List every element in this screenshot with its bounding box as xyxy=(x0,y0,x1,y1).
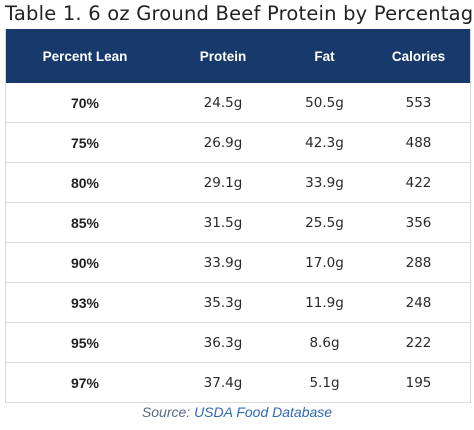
cell-protein: 31.5g xyxy=(203,214,243,231)
cell-fat: 5.1g xyxy=(309,374,340,391)
cell-protein: 24.5g xyxy=(203,94,243,111)
table-row: 95% 36.3g 8.6g 222 xyxy=(6,323,470,363)
cell-percent-lean: 95% xyxy=(70,334,100,351)
cell-protein: 37.4g xyxy=(203,374,243,391)
header-fat: Fat xyxy=(314,48,335,64)
source-prefix: Source: xyxy=(141,404,195,420)
source-link[interactable]: USDA Food Database xyxy=(194,404,333,420)
cell-calories: 248 xyxy=(405,294,432,311)
cell-calories: 422 xyxy=(405,174,432,191)
table-row: 93% 35.3g 11.9g 248 xyxy=(6,283,470,323)
cell-percent-lean: 97% xyxy=(70,374,100,391)
cell-protein: 26.9g xyxy=(203,134,243,151)
cell-percent-lean: 93% xyxy=(70,294,100,311)
table-title: Table 1. 6 oz Ground Beef Protein by Per… xyxy=(5,2,474,25)
header-percent-lean: Percent Lean xyxy=(42,48,128,64)
cell-calories: 488 xyxy=(405,134,432,151)
cell-fat: 17.0g xyxy=(305,254,344,271)
cell-fat: 50.5g xyxy=(305,94,344,111)
cell-fat: 33.9g xyxy=(305,174,344,191)
cell-protein: 35.3g xyxy=(203,294,243,311)
cell-percent-lean: 75% xyxy=(70,134,100,151)
cell-fat: 11.9g xyxy=(305,294,344,311)
cell-calories: 222 xyxy=(405,334,432,351)
cell-percent-lean: 85% xyxy=(70,214,100,231)
cell-percent-lean: 90% xyxy=(70,254,100,271)
header-calories: Calories xyxy=(391,48,446,64)
table-row: 70% 24.5g 50.5g 553 xyxy=(6,83,470,123)
table-header-row: Percent Lean Protein Fat Calories xyxy=(6,29,470,83)
cell-calories: 288 xyxy=(405,254,432,271)
table-row: 80% 29.1g 33.9g 422 xyxy=(6,163,470,203)
cell-percent-lean: 80% xyxy=(70,174,100,191)
cell-protein: 29.1g xyxy=(203,174,243,191)
cell-protein: 36.3g xyxy=(203,334,243,351)
cell-fat: 25.5g xyxy=(305,214,344,231)
cell-protein: 33.9g xyxy=(203,254,243,271)
nutrition-table: Percent Lean Protein Fat Calories 70% 24… xyxy=(5,29,471,403)
table-row: 85% 31.5g 25.5g 356 xyxy=(6,203,470,243)
table-row: 97% 37.4g 5.1g 195 xyxy=(6,363,470,403)
header-protein: Protein xyxy=(199,48,247,64)
table-row: 90% 33.9g 17.0g 288 xyxy=(6,243,470,283)
cell-calories: 356 xyxy=(405,214,432,231)
cell-fat: 42.3g xyxy=(305,134,344,151)
cell-percent-lean: 70% xyxy=(70,94,100,111)
cell-fat: 8.6g xyxy=(309,334,340,351)
cell-calories: 553 xyxy=(405,94,432,111)
table-row: 75% 26.9g 42.3g 488 xyxy=(6,123,470,163)
cell-calories: 195 xyxy=(405,374,432,391)
source-caption: Source: USDA Food Database xyxy=(0,404,474,420)
